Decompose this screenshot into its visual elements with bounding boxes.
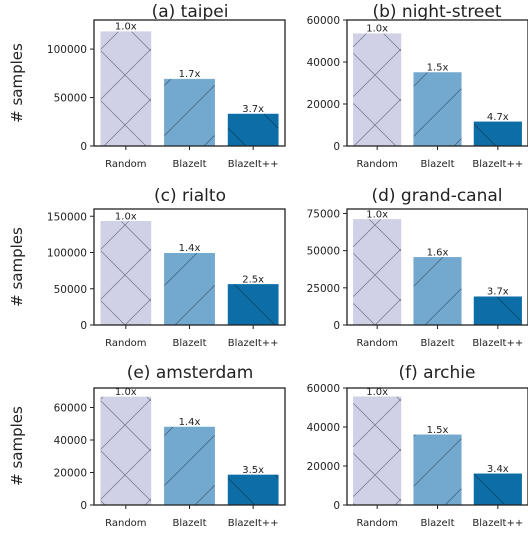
y-tick-label: 100000 <box>47 248 87 260</box>
chart-panel-6: (f) archie 1.0x Random 1.5x BlazeIt 3.4x Blaze… <box>307 363 528 529</box>
x-tick-label: BlazeIt++ <box>472 518 523 529</box>
x-tick-label: BlazeIt++ <box>228 518 279 529</box>
y-tick-label: 75000 <box>307 208 340 220</box>
y-tick-label: 20000 <box>307 99 340 111</box>
data-label: 3.7x <box>487 287 509 298</box>
bar-hatch <box>353 396 401 505</box>
data-label: 1.0x <box>366 387 388 398</box>
chart-panel-3: (c) rialto # samples 1.0x Random 1.4x BlazeIt… <box>8 186 286 349</box>
y-tick-label: 40000 <box>307 57 340 69</box>
x-tick-label: Random <box>356 518 397 529</box>
x-tick-label: BlazeIt <box>420 518 454 529</box>
y-tick-label: 0 <box>80 141 87 153</box>
bar-hatch <box>100 221 151 325</box>
chart-panel-1: (a) taipei # samples 1.0x Random 1.7x BlazeIt… <box>8 2 286 170</box>
x-tick-label: BlazeIt <box>172 159 206 170</box>
y-tick-label: 25000 <box>307 283 340 295</box>
y-tick-label: 150000 <box>47 211 87 223</box>
x-tick-label: BlazeIt <box>420 159 454 170</box>
chart-panel-5: (e) amsterdam # samples 1.0x Random 1.4x Blaz… <box>8 363 286 529</box>
y-tick-label: 40000 <box>307 422 340 434</box>
bar-hatch <box>474 473 522 505</box>
bar-hatch <box>164 253 215 325</box>
x-tick-label: BlazeIt++ <box>472 338 523 349</box>
y-axis-title: # samples <box>8 227 26 307</box>
bar-hatch <box>474 296 522 325</box>
data-label: 1.0x <box>115 211 137 222</box>
x-tick-label: Random <box>105 518 146 529</box>
y-tick-label: 0 <box>333 500 340 512</box>
x-tick-label: BlazeIt++ <box>228 338 279 349</box>
y-tick-label: 50000 <box>54 93 87 105</box>
x-tick-label: Random <box>105 159 146 170</box>
panel-title: (d) grand-canal <box>371 186 502 206</box>
data-label: 1.0x <box>115 22 137 33</box>
x-tick-label: BlazeIt++ <box>472 159 523 170</box>
bar-hatch <box>353 219 401 325</box>
y-tick-label: 40000 <box>54 435 87 447</box>
y-tick-label: 50000 <box>54 284 87 296</box>
x-tick-label: Random <box>105 338 146 349</box>
y-tick-label: 60000 <box>307 383 340 395</box>
bar-hatch <box>353 33 401 146</box>
data-label: 1.6x <box>427 247 449 258</box>
plot-frame <box>346 19 528 147</box>
bar-hatch <box>413 72 462 146</box>
y-tick-label: 50000 <box>307 246 340 258</box>
data-label: 1.4x <box>179 417 201 428</box>
data-label: 3.5x <box>242 465 264 476</box>
data-label: 1.5x <box>427 63 449 74</box>
chart-panel-4: (d) grand-canal 1.0x Random 1.6x BlazeIt 3.7x… <box>307 186 528 349</box>
x-tick-label: BlazeIt <box>172 518 206 529</box>
plot-frame <box>346 208 528 326</box>
data-label: 1.4x <box>179 243 201 254</box>
y-tick-label: 60000 <box>307 15 340 27</box>
plot-frame <box>93 19 286 147</box>
bar-hatch <box>100 31 151 147</box>
data-label: 1.0x <box>366 209 388 220</box>
panel-title: (e) amsterdam <box>127 363 254 383</box>
data-label: 1.0x <box>366 24 388 35</box>
y-tick-label: 60000 <box>54 403 87 415</box>
panel-title: (c) rialto <box>154 186 226 206</box>
y-tick-label: 20000 <box>307 461 340 473</box>
data-label: 3.4x <box>487 464 509 475</box>
data-label: 1.7x <box>179 69 201 80</box>
x-tick-label: BlazeIt++ <box>228 159 279 170</box>
bar-hatch <box>413 434 462 505</box>
y-axis-title: # samples <box>8 406 26 486</box>
data-label: 4.7x <box>487 112 509 123</box>
bar-hatch <box>100 396 151 505</box>
data-label: 2.5x <box>242 274 264 285</box>
bar-hatch <box>164 79 215 146</box>
y-tick-label: 20000 <box>54 468 87 480</box>
plot-frame <box>93 387 286 506</box>
bar-hatch <box>413 257 462 325</box>
data-label: 1.5x <box>427 425 449 436</box>
bar-hatch <box>228 284 279 325</box>
y-tick-label: 0 <box>80 320 87 332</box>
bar-hatch <box>164 427 215 505</box>
panel-title: (f) archie <box>399 363 476 383</box>
x-tick-label: BlazeIt <box>172 338 206 349</box>
y-axis-title: # samples <box>8 43 26 123</box>
bar-hatch <box>228 474 279 505</box>
y-tick-label: 0 <box>333 141 340 153</box>
x-tick-label: BlazeIt <box>420 338 454 349</box>
x-tick-label: Random <box>356 159 397 170</box>
y-tick-label: 0 <box>80 500 87 512</box>
y-tick-label: 0 <box>333 320 340 332</box>
bar-hatch <box>228 114 279 146</box>
chart-panel-2: (b) night-street 1.0x Random 1.5x BlazeIt 4.7… <box>307 2 528 170</box>
panel-title: (b) night-street <box>372 2 501 22</box>
data-label: 1.0x <box>115 387 137 398</box>
data-label: 3.7x <box>242 104 264 115</box>
bar-hatch <box>474 121 522 146</box>
panel-title: (a) taipei <box>152 2 229 22</box>
plot-frame <box>346 387 528 506</box>
x-tick-label: Random <box>356 338 397 349</box>
plot-frame <box>93 208 286 326</box>
y-tick-label: 100000 <box>47 44 87 56</box>
